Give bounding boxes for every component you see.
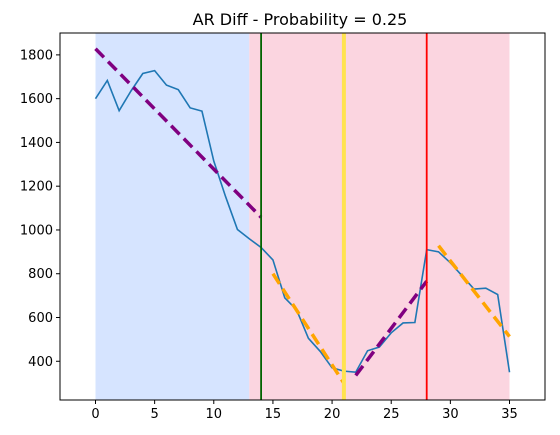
vertical-marker-lines — [260, 33, 428, 400]
x-tick-label: 30 — [442, 407, 459, 422]
shaded-regions — [95, 33, 510, 400]
trend-line-3 — [354, 280, 429, 377]
y-tick-label: 400 — [28, 355, 53, 370]
y-tick-label: 1000 — [20, 223, 53, 238]
x-tick-label: 20 — [324, 407, 341, 422]
y-tick-label: 1600 — [20, 92, 53, 107]
chart-title: AR Diff - Probability = 0.25 — [193, 10, 408, 29]
y-tick-label: 800 — [28, 267, 53, 282]
y-tick-label: 1400 — [20, 136, 53, 151]
x-tick-label: 15 — [265, 407, 282, 422]
y-tick-label: 1200 — [20, 180, 53, 195]
y-axis: 400 600 800 1000 1200 1400 1600 1800 — [20, 48, 60, 370]
shaded-region-2 — [249, 33, 510, 400]
x-tick-label: 10 — [206, 407, 223, 422]
x-tick-label: 25 — [383, 407, 400, 422]
shaded-region-1 — [95, 33, 250, 400]
x-tick-label: 5 — [150, 407, 158, 422]
plot-frame — [59, 32, 546, 401]
trend-lines — [94, 47, 511, 385]
x-axis: 0 5 10 15 20 25 30 35 — [91, 400, 518, 422]
trend-line-2 — [271, 272, 346, 385]
x-tick-label: 0 — [91, 407, 99, 422]
trend-line-1 — [94, 47, 263, 219]
x-tick-label: 35 — [501, 407, 518, 422]
y-tick-label: 600 — [28, 311, 53, 326]
y-tick-label: 1800 — [20, 48, 53, 63]
series-line-1 — [94, 69, 511, 374]
trend-line-4 — [437, 244, 511, 338]
